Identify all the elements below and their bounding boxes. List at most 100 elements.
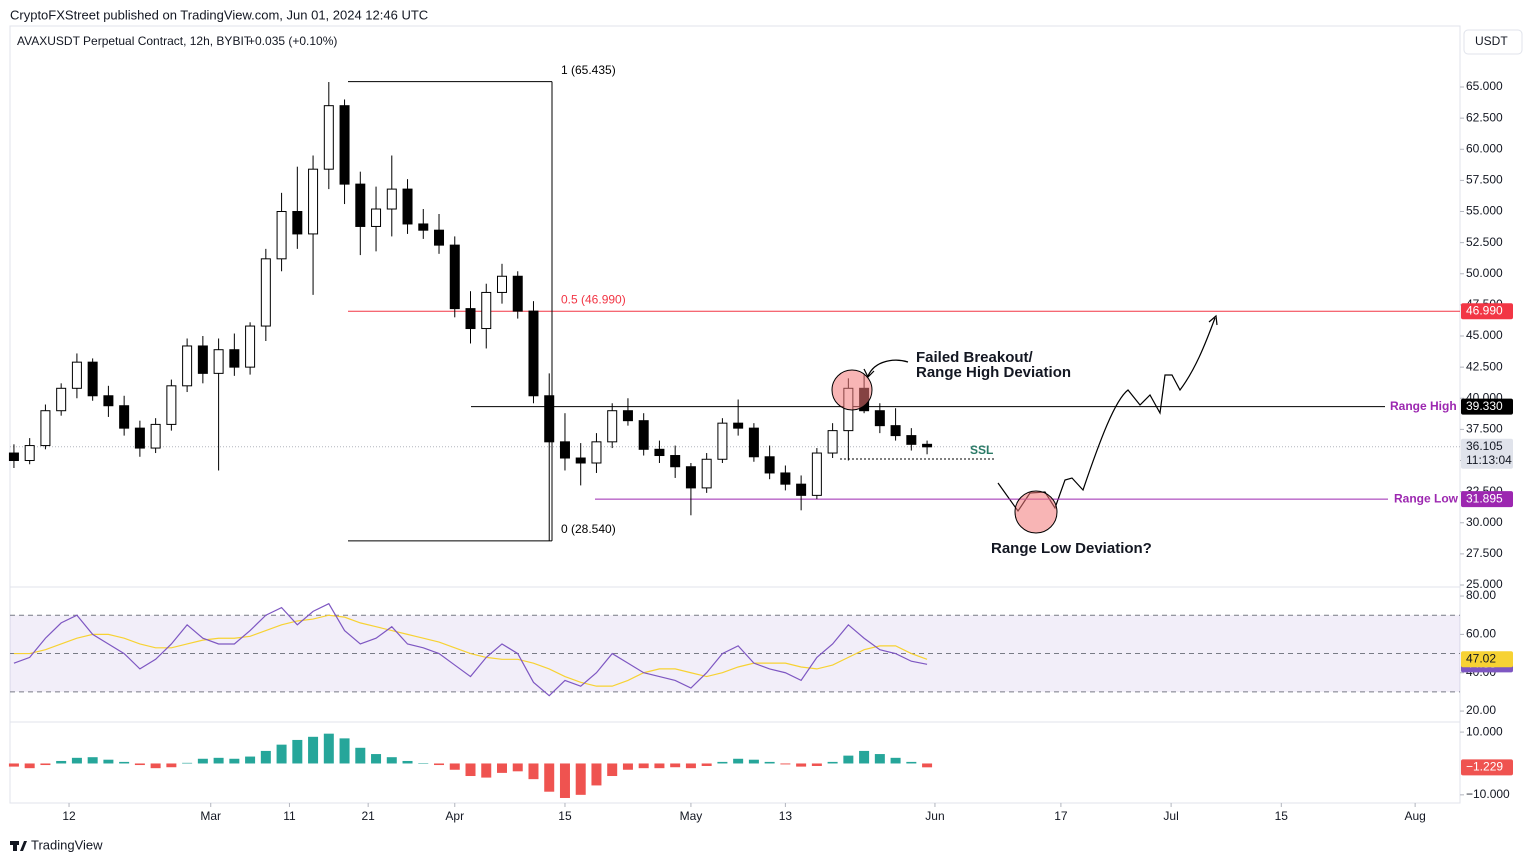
candle-body bbox=[748, 427, 759, 458]
footer-brand: TradingView bbox=[31, 837, 103, 852]
macd-bar bbox=[701, 763, 712, 766]
x-tick-label: 17 bbox=[1054, 809, 1068, 823]
macd-bar bbox=[780, 763, 791, 765]
macd-bar bbox=[717, 761, 728, 764]
macd-bar bbox=[528, 763, 539, 780]
y-tick-label: 10.000 bbox=[1466, 724, 1503, 738]
macd-bar bbox=[40, 763, 51, 766]
candle-body bbox=[276, 211, 287, 260]
fib-label: 1 (65.435) bbox=[561, 63, 616, 77]
macd-bar bbox=[685, 763, 696, 769]
macd-bar bbox=[292, 739, 303, 764]
y-tick-label: 25.000 bbox=[1466, 577, 1503, 591]
candle-body bbox=[40, 410, 51, 447]
annotation: Range High Deviation bbox=[916, 364, 1071, 381]
axis-tag bbox=[1461, 651, 1513, 668]
axis-tag bbox=[1461, 438, 1513, 469]
candle-body bbox=[103, 395, 114, 407]
candle-body bbox=[355, 183, 366, 227]
macd-bar bbox=[874, 754, 885, 764]
candle-body bbox=[323, 105, 334, 170]
axis-tag bbox=[1461, 491, 1513, 508]
candle-body bbox=[339, 105, 350, 185]
x-tick-label: Jun bbox=[925, 809, 944, 823]
macd-bar bbox=[166, 763, 177, 768]
macd-bar bbox=[418, 763, 429, 764]
y-tick-label: 60.00 bbox=[1466, 627, 1496, 641]
axis-tag-label: 46.990 bbox=[1466, 303, 1503, 317]
candle-body bbox=[213, 349, 224, 374]
x-tick-label: Mar bbox=[200, 809, 221, 823]
macd-bar bbox=[559, 763, 570, 798]
candle-body bbox=[874, 410, 885, 427]
candle-body bbox=[150, 423, 161, 449]
currency-box[interactable] bbox=[1463, 29, 1523, 55]
y-tick-label: 52.500 bbox=[1466, 235, 1503, 249]
x-tick-label: Aug bbox=[1404, 809, 1425, 823]
macd-bar bbox=[465, 763, 476, 777]
macd-bar bbox=[308, 736, 319, 764]
candle-body bbox=[906, 435, 917, 445]
range-low-label: Range Low bbox=[1394, 491, 1459, 505]
macd-bar bbox=[890, 757, 901, 764]
macd-bar bbox=[229, 758, 240, 764]
ssl-label: SSL bbox=[970, 443, 993, 457]
macd-bar bbox=[670, 763, 681, 768]
y-tick-label: 27.500 bbox=[1466, 546, 1503, 560]
macd-bar bbox=[449, 763, 460, 770]
y-tick-label: 42.500 bbox=[1466, 359, 1503, 373]
macd-bar bbox=[748, 759, 759, 764]
y-tick-label: 60.000 bbox=[1466, 141, 1503, 155]
frame bbox=[9, 25, 1461, 804]
candle-body bbox=[418, 223, 429, 231]
candle-body bbox=[622, 410, 633, 422]
y-tick-label: 20.00 bbox=[1466, 703, 1496, 717]
macd-bar bbox=[481, 763, 492, 778]
y-tick-label: 37.500 bbox=[1466, 422, 1503, 436]
macd-bar bbox=[260, 750, 271, 764]
macd-bar bbox=[544, 763, 555, 792]
axis-tag-label: 31.895 bbox=[1466, 491, 1503, 505]
fib-label: 0 (28.540) bbox=[561, 522, 616, 536]
candle-body bbox=[292, 211, 303, 235]
axis-tag-label: −1.229 bbox=[1466, 759, 1503, 773]
candle-body bbox=[134, 427, 145, 449]
macd-bar bbox=[733, 758, 744, 764]
macd-bar bbox=[764, 761, 775, 764]
axis-tag-label: 39.330 bbox=[1466, 399, 1503, 413]
macd-bar bbox=[182, 762, 193, 764]
fib-label: 0.5 (46.990) bbox=[561, 292, 626, 306]
macd-bar bbox=[796, 763, 807, 767]
macd-bar bbox=[654, 763, 665, 769]
candle-body bbox=[890, 425, 901, 437]
macd-bar bbox=[622, 763, 633, 770]
candle-body bbox=[701, 458, 712, 489]
annotation-arrow bbox=[863, 359, 909, 379]
y-tick-label: 30.000 bbox=[1466, 515, 1503, 529]
macd-bar bbox=[607, 763, 618, 777]
change: +0.035 (+0.10%) bbox=[248, 34, 337, 48]
macd-bar bbox=[245, 756, 256, 764]
candle-body bbox=[386, 188, 397, 210]
macd-bar bbox=[638, 763, 649, 769]
candle-body bbox=[638, 420, 649, 450]
candle-body bbox=[764, 456, 775, 474]
candle-body bbox=[733, 422, 744, 429]
x-tick-label: 21 bbox=[361, 809, 375, 823]
candle-body bbox=[670, 455, 681, 468]
candle-body bbox=[371, 208, 382, 227]
axis-tag-label: 36.105 bbox=[1466, 439, 1503, 453]
macd-bar bbox=[24, 763, 35, 769]
macd-bar bbox=[339, 738, 350, 764]
candle-body bbox=[197, 345, 208, 374]
candle-body bbox=[796, 483, 807, 496]
macd-bar bbox=[371, 754, 382, 764]
candle-body bbox=[308, 168, 319, 235]
macd-bar bbox=[197, 758, 208, 764]
candle-body bbox=[481, 291, 492, 330]
macd-bar bbox=[402, 760, 413, 764]
symbol: AVAXUSDT Perpetual Contract, 12h, BYBIT bbox=[17, 34, 252, 48]
candle-body bbox=[119, 405, 130, 429]
